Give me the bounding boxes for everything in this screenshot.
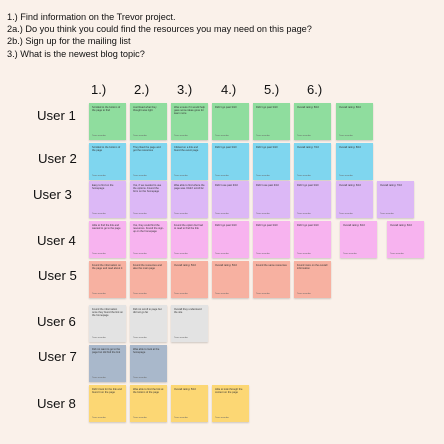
sticky-note[interactable]: Scrolled to the bottom of the page Team m… bbox=[89, 143, 126, 180]
task-2b: 2b.) Sign up for the mailing list bbox=[7, 36, 131, 47]
sticky-note[interactable]: Didn't use past 3/10 Team member bbox=[212, 181, 249, 218]
user-label-4: User 4 bbox=[37, 233, 76, 248]
sticky-note[interactable]: Found more on the overall information Tea… bbox=[294, 261, 331, 298]
column-header-2: 2.) bbox=[134, 82, 150, 97]
column-header-5: 5.) bbox=[264, 82, 280, 97]
sticky-note[interactable]: Didn't go past 3/10 Team member bbox=[294, 181, 331, 218]
sticky-note[interactable]: Didn't use past 3/10 Team member bbox=[253, 181, 290, 218]
user-label-8: User 8 bbox=[37, 396, 76, 411]
sticky-note[interactable]: Didn't go past 3/10 Team member bbox=[253, 143, 290, 180]
sticky-note[interactable]: Overall rating: 5/10 Team member bbox=[212, 261, 249, 298]
sticky-note[interactable]: Clicked on a link and found the event pa… bbox=[171, 143, 208, 180]
sticky-note[interactable]: Yes, they could find the resources. Foun… bbox=[130, 221, 167, 258]
sticky-note[interactable]: Did not want to go to the page but did f… bbox=[89, 345, 126, 382]
sticky-note[interactable]: Didn't go past 3/10 Team member bbox=[294, 221, 331, 258]
task-1: 1.) Find information on the Trevor proje… bbox=[7, 12, 176, 22]
sticky-note[interactable]: Overall rating: 6/10 Team member bbox=[387, 221, 424, 258]
sticky-note[interactable]: Found the information once they found th… bbox=[89, 305, 126, 342]
column-header-4: 4.) bbox=[221, 82, 237, 97]
sticky-note[interactable]: Didn't look for the link and found it on… bbox=[89, 385, 126, 422]
sticky-note[interactable]: Found the resources and also the main pa… bbox=[130, 261, 167, 298]
sticky-note[interactable]: Overall rating: 7/10 Team member bbox=[377, 181, 414, 218]
user-label-2: User 2 bbox=[38, 151, 77, 166]
sticky-note[interactable]: Able to look through the content on the … bbox=[212, 385, 249, 422]
sticky-note[interactable]: Was able to look at the homepage Team mem… bbox=[130, 345, 167, 382]
sticky-note[interactable]: Didn't go past 3/10 Team member bbox=[253, 221, 290, 258]
sticky-note[interactable]: Easy to find on the homepage Team member bbox=[89, 181, 126, 218]
sticky-note[interactable]: Found the same resources Team member bbox=[253, 261, 290, 298]
column-header-1: 1.) bbox=[91, 82, 107, 97]
sticky-note[interactable]: Just Read what they thought was right Tea… bbox=[130, 103, 167, 140]
task-2a: 2a.) Do you think you could find the res… bbox=[7, 24, 312, 35]
sticky-note[interactable]: Didn't go past 3/10 Team member bbox=[212, 221, 249, 258]
sticky-note[interactable]: Overall rating: 7/10 Team member bbox=[294, 143, 331, 180]
column-header-3: 3.) bbox=[177, 82, 193, 97]
sticky-note[interactable]: Overall they understood the site Team mem… bbox=[171, 305, 208, 342]
sticky-note[interactable]: Overall rating: 6/10 Team member bbox=[340, 221, 377, 258]
sticky-note[interactable]: Overall rating: 8/10 Team member bbox=[294, 103, 331, 140]
sticky-note[interactable]: Overall rating: 5/10 Team member bbox=[171, 385, 208, 422]
user-label-3: User 3 bbox=[33, 187, 72, 202]
sticky-note[interactable]: Was able to find the link at the bottom … bbox=[130, 385, 167, 422]
task-3: 3.) What is the newest blog topic? bbox=[7, 48, 145, 59]
sticky-note[interactable]: Did not scroll to page but did not go fa… bbox=[130, 305, 167, 342]
sticky-note[interactable]: Didn't go past 3/10 Team member bbox=[212, 143, 249, 180]
user-label-7: User 7 bbox=[38, 349, 77, 364]
sticky-note[interactable]: Scrolled to the bottom of the page to fi… bbox=[89, 103, 126, 140]
sticky-note[interactable]: Able to find the link and wanted to go t… bbox=[89, 221, 126, 258]
sticky-note[interactable]: Was unsure if it would help gave some id… bbox=[171, 103, 208, 140]
sticky-note[interactable]: Didn't go past 3/10 Team member bbox=[253, 103, 290, 140]
sticky-note[interactable]: They liked the page and got the resource… bbox=[130, 143, 167, 180]
task-list: 1.) Find information on the Trevor proje… bbox=[7, 11, 312, 60]
sticky-note[interactable]: Yes, if we needed to use the options. Fo… bbox=[130, 181, 167, 218]
sticky-note[interactable]: Was able to find where the page was. Did… bbox=[171, 181, 208, 218]
user-label-6: User 6 bbox=[37, 314, 76, 329]
sticky-note[interactable]: Didn't go past 3/10 Team member bbox=[212, 103, 249, 140]
column-header-6: 6.) bbox=[307, 82, 323, 97]
sticky-note[interactable]: Overall rating: 5/10 Team member bbox=[171, 261, 208, 298]
sticky-note[interactable]: Found the information on the page and re… bbox=[89, 261, 126, 298]
sticky-note[interactable]: Overall rating: 6/10 Team member bbox=[336, 181, 373, 218]
user-label-5: User 5 bbox=[38, 268, 77, 283]
user-label-1: User 1 bbox=[37, 108, 76, 123]
sticky-note[interactable]: Overall rating: 8/10 Team member bbox=[336, 103, 373, 140]
sticky-note[interactable]: Found the option but had to read to find… bbox=[171, 221, 208, 258]
sticky-note[interactable]: Overall rating: 8/10 Team member bbox=[336, 143, 373, 180]
